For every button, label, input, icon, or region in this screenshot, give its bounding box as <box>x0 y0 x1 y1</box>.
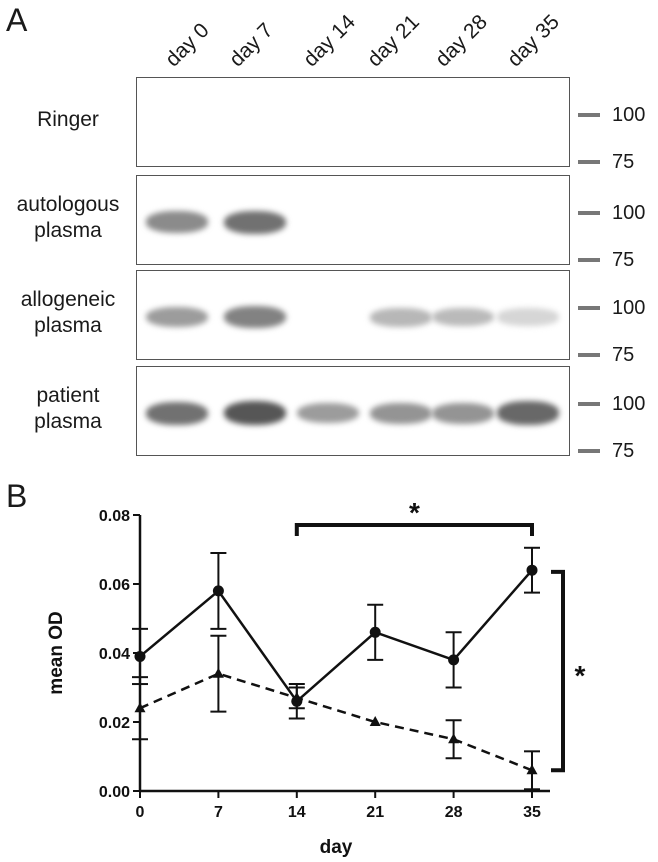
blot-row-label: Ringer <box>0 107 138 133</box>
data-point-triangle <box>369 716 381 726</box>
blot-row-label-line: Ringer <box>37 108 99 131</box>
mw-marker-label: 75 <box>612 440 635 462</box>
mw-marker-dash <box>578 306 600 310</box>
blot-row-label: allogeneic plasma <box>0 287 138 339</box>
significance-star: * <box>575 660 586 691</box>
protein-band <box>146 401 208 425</box>
mw-marker-label: 100 <box>612 393 646 415</box>
blot-row-label-line: plasma <box>34 410 102 433</box>
protein-band <box>224 210 286 234</box>
series-line <box>139 569 533 704</box>
x-axis-label: day <box>320 837 353 858</box>
mw-marker-dash <box>578 353 600 357</box>
mw-marker-dash <box>578 402 600 406</box>
x-tick-label: 14 <box>288 804 306 821</box>
data-point-circle <box>369 626 381 638</box>
mw-marker-dash <box>578 258 600 262</box>
protein-band <box>497 401 559 425</box>
mw-marker-label: 100 <box>612 297 646 319</box>
data-point-circle <box>134 650 146 662</box>
panel-a-letter: A <box>6 2 28 38</box>
blot-row-label-line: plasma <box>34 314 102 337</box>
mw-marker-dash <box>578 449 600 453</box>
y-tick-label: 0.00 <box>99 784 130 801</box>
blot-membrane <box>136 175 570 265</box>
blot-membrane <box>136 77 570 167</box>
mw-marker-label: 100 <box>612 202 646 224</box>
protein-band <box>432 307 494 327</box>
mw-marker-label: 100 <box>612 104 646 126</box>
data-point-triangle <box>212 667 224 678</box>
protein-band <box>497 308 559 326</box>
protein-band <box>224 306 286 328</box>
blot-membrane <box>136 366 570 456</box>
x-tick-label: 35 <box>523 804 541 821</box>
protein-band <box>432 402 494 424</box>
protein-band <box>146 211 208 233</box>
y-tick-label: 0.02 <box>99 715 130 732</box>
data-point-circle <box>526 564 538 576</box>
blot-row-label-line: allogeneic <box>20 288 116 311</box>
x-tick-label: 0 <box>136 804 145 821</box>
x-tick-label: 21 <box>366 804 384 821</box>
y-tick-label: 0.04 <box>99 646 130 663</box>
mw-marker-dash <box>578 113 600 117</box>
data-point-triangle <box>448 733 460 744</box>
protein-band <box>297 402 359 424</box>
blot-row-label-line: plasma <box>34 219 102 242</box>
mw-marker-label: 75 <box>612 249 635 271</box>
x-tick-label: 28 <box>445 804 463 821</box>
data-point-triangle <box>526 764 538 775</box>
panel-b-letter: B <box>6 478 28 514</box>
blot-row-label-line: patient <box>36 384 100 407</box>
blot-row-label-line: autologous <box>16 193 120 216</box>
mw-marker-dash <box>578 160 600 164</box>
series-line <box>139 672 533 772</box>
protein-band <box>370 402 432 424</box>
x-tick-label: 7 <box>214 804 223 821</box>
significance-bracket-horizontal <box>294 523 534 536</box>
data-point-triangle <box>134 702 146 713</box>
blot-row-label: autologous plasma <box>0 192 138 244</box>
blot-row-label: patient plasma <box>0 383 138 435</box>
mw-marker-dash <box>578 211 600 215</box>
mw-marker-label: 75 <box>612 344 635 366</box>
data-point-triangle <box>291 691 303 702</box>
y-axis-label: mean OD <box>46 611 67 694</box>
data-point-circle <box>448 654 460 666</box>
significance-bracket-vertical <box>551 569 565 773</box>
protein-band <box>370 307 432 327</box>
blot-membrane <box>136 270 570 360</box>
protein-band <box>224 400 286 426</box>
data-point-circle <box>212 585 224 597</box>
significance-star: * <box>409 497 420 528</box>
y-tick-label: 0.08 <box>99 508 130 525</box>
y-tick-label: 0.06 <box>99 577 130 594</box>
mw-marker-label: 75 <box>612 151 635 173</box>
protein-band <box>146 306 208 328</box>
